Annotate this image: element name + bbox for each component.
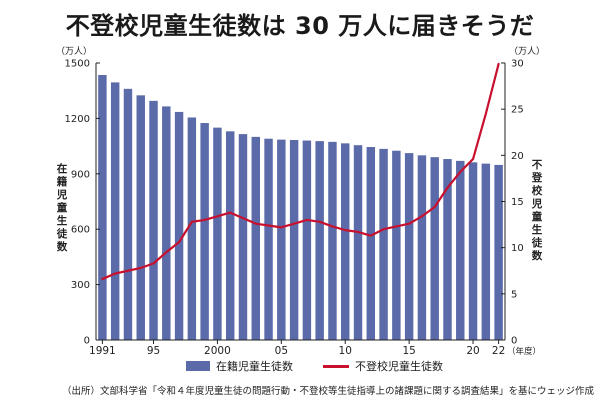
bar-1995 bbox=[149, 100, 158, 340]
y-left-label: 在籍児童生徒数 bbox=[56, 162, 68, 253]
bar-1993 bbox=[123, 88, 133, 340]
x-tick-2005: 05 bbox=[275, 345, 288, 357]
y-right-label: 不登校児童生徒数 bbox=[531, 159, 543, 262]
bar-2011 bbox=[353, 145, 363, 340]
y-left-tick-0: 0 bbox=[84, 336, 90, 347]
bar-2013 bbox=[379, 148, 388, 340]
y-left-tick-900: 900 bbox=[71, 169, 90, 180]
legend-item-bar: 在籍児童生徒数 bbox=[186, 358, 293, 374]
bar-2009 bbox=[328, 141, 337, 340]
bar-2007 bbox=[302, 140, 312, 340]
bar-1997 bbox=[174, 111, 184, 340]
x-tick-1991: 1991 bbox=[89, 345, 116, 357]
x-axis-unit: （年度） bbox=[507, 346, 541, 357]
y-left-unit: （万人） bbox=[56, 46, 92, 57]
bar-2001 bbox=[225, 131, 235, 340]
line-series-futoko bbox=[101, 62, 500, 281]
bar-2012 bbox=[366, 147, 376, 340]
bar-2017 bbox=[430, 157, 439, 340]
x-tick-2015: 15 bbox=[402, 345, 415, 357]
y-right-tick-0: 0 bbox=[511, 336, 517, 347]
bar-2014 bbox=[392, 150, 401, 340]
x-tick-2000: 2000 bbox=[204, 345, 231, 357]
bar-2010 bbox=[341, 143, 350, 340]
bar-2002 bbox=[238, 134, 248, 340]
y-right-tick-25: 25 bbox=[511, 105, 524, 116]
bar-2019 bbox=[456, 160, 465, 340]
bar-2016 bbox=[417, 155, 427, 340]
bar-1991 bbox=[98, 75, 107, 340]
bar-1999 bbox=[200, 123, 209, 341]
y-right-unit: （万人） bbox=[509, 46, 545, 57]
bar-2020 bbox=[468, 162, 478, 340]
x-tick-1995: 95 bbox=[147, 345, 160, 357]
bar-2004 bbox=[264, 138, 273, 340]
bar-2005 bbox=[277, 139, 286, 340]
legend-line-swatch bbox=[323, 364, 349, 368]
y-left-tick-1500: 1500 bbox=[65, 59, 90, 70]
bar-2018 bbox=[443, 159, 452, 340]
bar-1994 bbox=[136, 95, 145, 340]
y-right-tick-20: 20 bbox=[511, 151, 524, 162]
y-right-tick-10: 10 bbox=[511, 243, 524, 254]
bar-2008 bbox=[315, 141, 324, 340]
chart-title: 不登校児童生徒数は 30 万人に届きそうだ bbox=[65, 12, 535, 40]
y-right-tick-5: 5 bbox=[511, 289, 517, 300]
bar-2000 bbox=[213, 127, 222, 340]
x-tick-2010: 10 bbox=[339, 345, 352, 357]
legend: 在籍児童生徒数 不登校児童生徒数 bbox=[186, 358, 473, 374]
x-tick-2020: 20 bbox=[466, 345, 479, 357]
legend-line-label: 不登校児童生徒数 bbox=[355, 360, 443, 373]
legend-item-line: 不登校児童生徒数 bbox=[323, 358, 443, 374]
bar-1996 bbox=[162, 106, 171, 341]
bar-2021 bbox=[481, 163, 491, 340]
legend-bar-swatch bbox=[186, 361, 210, 371]
bar-2022 bbox=[494, 164, 503, 340]
x-tick-2022: 22 bbox=[492, 345, 505, 357]
y-left-tick-600: 600 bbox=[71, 225, 90, 236]
y-left-tick-1200: 1200 bbox=[65, 114, 90, 125]
bar-2015 bbox=[404, 153, 414, 340]
bar-2003 bbox=[251, 136, 260, 340]
y-right-tick-30: 30 bbox=[511, 59, 524, 70]
source-note: （出所）文部科学省「令和４年度児童生徒の問題行動・不登校等生徒指導上の諸課題に関… bbox=[62, 386, 595, 397]
y-left-tick-300: 300 bbox=[71, 280, 90, 291]
legend-bar-label: 在籍児童生徒数 bbox=[216, 360, 293, 373]
y-right-tick-15: 15 bbox=[511, 197, 524, 208]
bar-1998 bbox=[187, 117, 197, 340]
bar-2006 bbox=[289, 140, 299, 340]
bar-1992 bbox=[110, 82, 120, 340]
